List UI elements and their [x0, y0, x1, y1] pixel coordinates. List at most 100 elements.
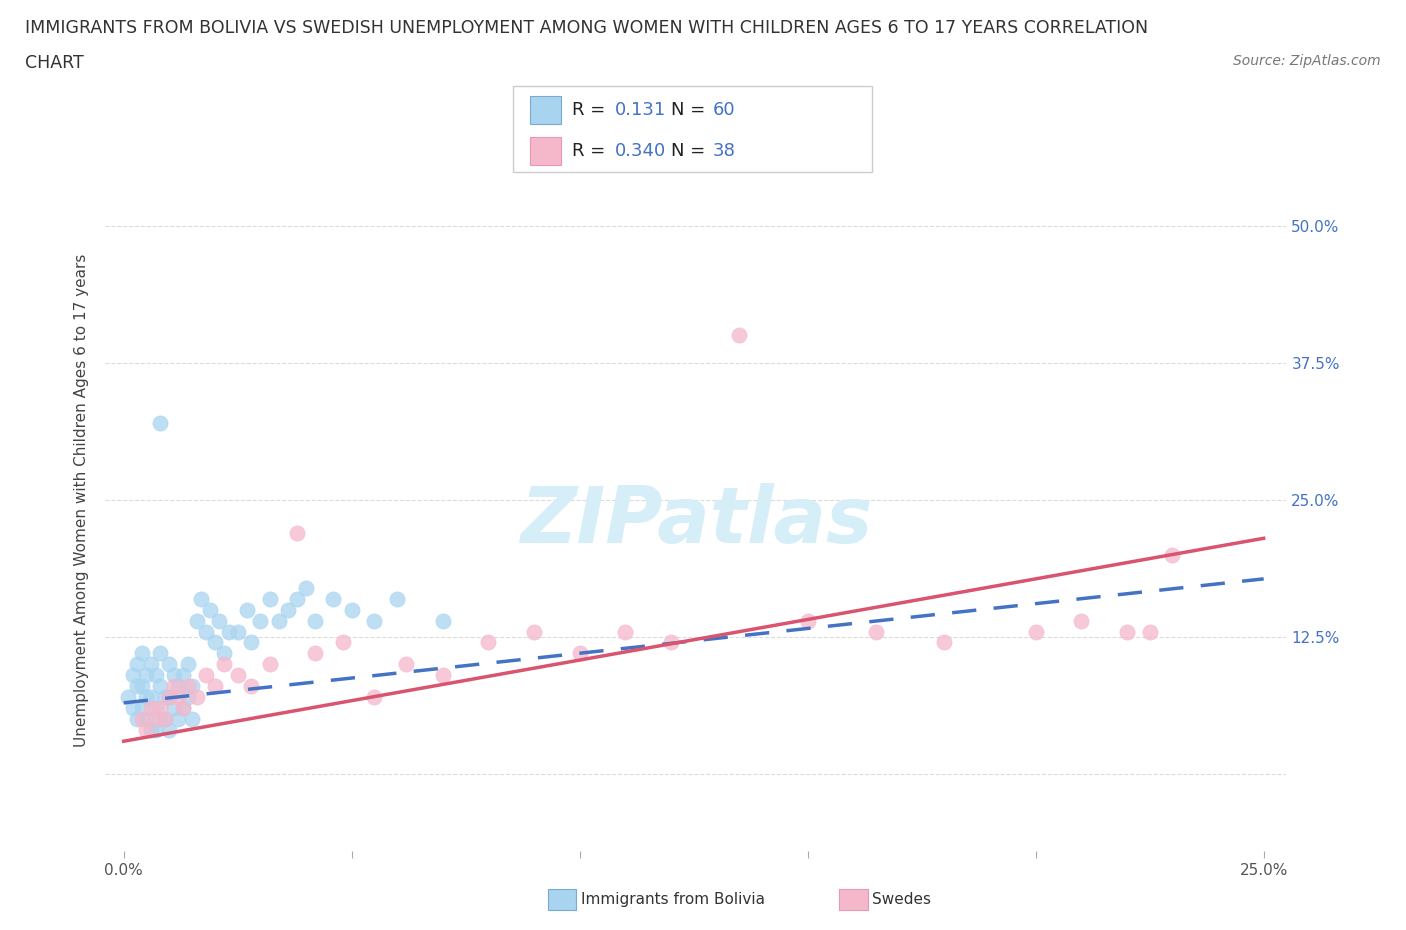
- Point: [728, 328, 751, 343]
- Point: [865, 624, 887, 639]
- Text: N =: N =: [671, 101, 710, 119]
- Text: N =: N =: [671, 141, 710, 160]
- Point: [181, 711, 204, 726]
- Point: [614, 624, 637, 639]
- Point: [218, 624, 240, 639]
- Point: [131, 711, 153, 726]
- Point: [153, 711, 176, 726]
- Point: [194, 624, 217, 639]
- Point: [167, 679, 190, 694]
- Point: [176, 657, 198, 671]
- Point: [167, 711, 190, 726]
- Point: [523, 624, 546, 639]
- Point: [1115, 624, 1137, 639]
- Text: 0.340: 0.340: [614, 141, 665, 160]
- Point: [117, 690, 139, 705]
- Point: [226, 624, 249, 639]
- Point: [1139, 624, 1161, 639]
- Point: [249, 613, 271, 628]
- Point: [135, 723, 157, 737]
- Text: R =: R =: [572, 101, 612, 119]
- Point: [190, 591, 212, 606]
- Point: [240, 635, 263, 650]
- Point: [259, 591, 281, 606]
- Point: [934, 635, 956, 650]
- Text: R =: R =: [572, 141, 612, 160]
- Point: [322, 591, 344, 606]
- Point: [332, 635, 354, 650]
- Point: [285, 591, 308, 606]
- Text: Source: ZipAtlas.com: Source: ZipAtlas.com: [1233, 54, 1381, 68]
- Point: [304, 613, 326, 628]
- Point: [186, 613, 208, 628]
- Point: [149, 679, 172, 694]
- Point: [127, 679, 149, 694]
- Point: [212, 657, 235, 671]
- Point: [363, 690, 385, 705]
- Point: [477, 635, 499, 650]
- Point: [659, 635, 682, 650]
- Point: [163, 668, 186, 683]
- Point: [194, 668, 217, 683]
- Point: [568, 646, 591, 661]
- Point: [139, 690, 162, 705]
- Point: [363, 613, 385, 628]
- Point: [259, 657, 281, 671]
- Point: [139, 657, 162, 671]
- Point: [387, 591, 409, 606]
- Point: [127, 657, 149, 671]
- Point: [157, 723, 180, 737]
- Point: [145, 701, 167, 716]
- Point: [1025, 624, 1047, 639]
- Point: [285, 525, 308, 540]
- Point: [131, 646, 153, 661]
- Text: 0.131: 0.131: [614, 101, 665, 119]
- Point: [131, 679, 153, 694]
- Point: [145, 723, 167, 737]
- Text: 60: 60: [713, 101, 735, 119]
- Point: [167, 690, 190, 705]
- Text: 38: 38: [713, 141, 735, 160]
- Point: [1161, 547, 1184, 562]
- Text: ZIPatlas: ZIPatlas: [520, 483, 872, 559]
- Point: [157, 657, 180, 671]
- Point: [181, 679, 204, 694]
- Point: [304, 646, 326, 661]
- Point: [212, 646, 235, 661]
- Point: [149, 416, 172, 431]
- Point: [157, 690, 180, 705]
- Point: [135, 711, 157, 726]
- Point: [139, 701, 162, 716]
- Point: [149, 711, 172, 726]
- Point: [135, 690, 157, 705]
- Point: [796, 613, 818, 628]
- Point: [295, 580, 318, 595]
- Point: [200, 602, 222, 617]
- Text: Swedes: Swedes: [872, 892, 931, 907]
- Point: [163, 701, 186, 716]
- Point: [149, 701, 172, 716]
- Point: [277, 602, 299, 617]
- Point: [153, 690, 176, 705]
- Point: [172, 701, 194, 716]
- Point: [176, 690, 198, 705]
- Point: [432, 668, 454, 683]
- Y-axis label: Unemployment Among Women with Children Ages 6 to 17 years: Unemployment Among Women with Children A…: [75, 253, 90, 747]
- Point: [432, 613, 454, 628]
- Point: [157, 690, 180, 705]
- Point: [240, 679, 263, 694]
- Point: [135, 668, 157, 683]
- Point: [163, 679, 186, 694]
- Point: [149, 646, 172, 661]
- Point: [236, 602, 259, 617]
- Point: [127, 711, 149, 726]
- Point: [186, 690, 208, 705]
- Point: [139, 723, 162, 737]
- Point: [121, 668, 143, 683]
- Point: [145, 711, 167, 726]
- Point: [1070, 613, 1092, 628]
- Point: [340, 602, 363, 617]
- Point: [204, 679, 226, 694]
- Point: [395, 657, 418, 671]
- Point: [176, 679, 198, 694]
